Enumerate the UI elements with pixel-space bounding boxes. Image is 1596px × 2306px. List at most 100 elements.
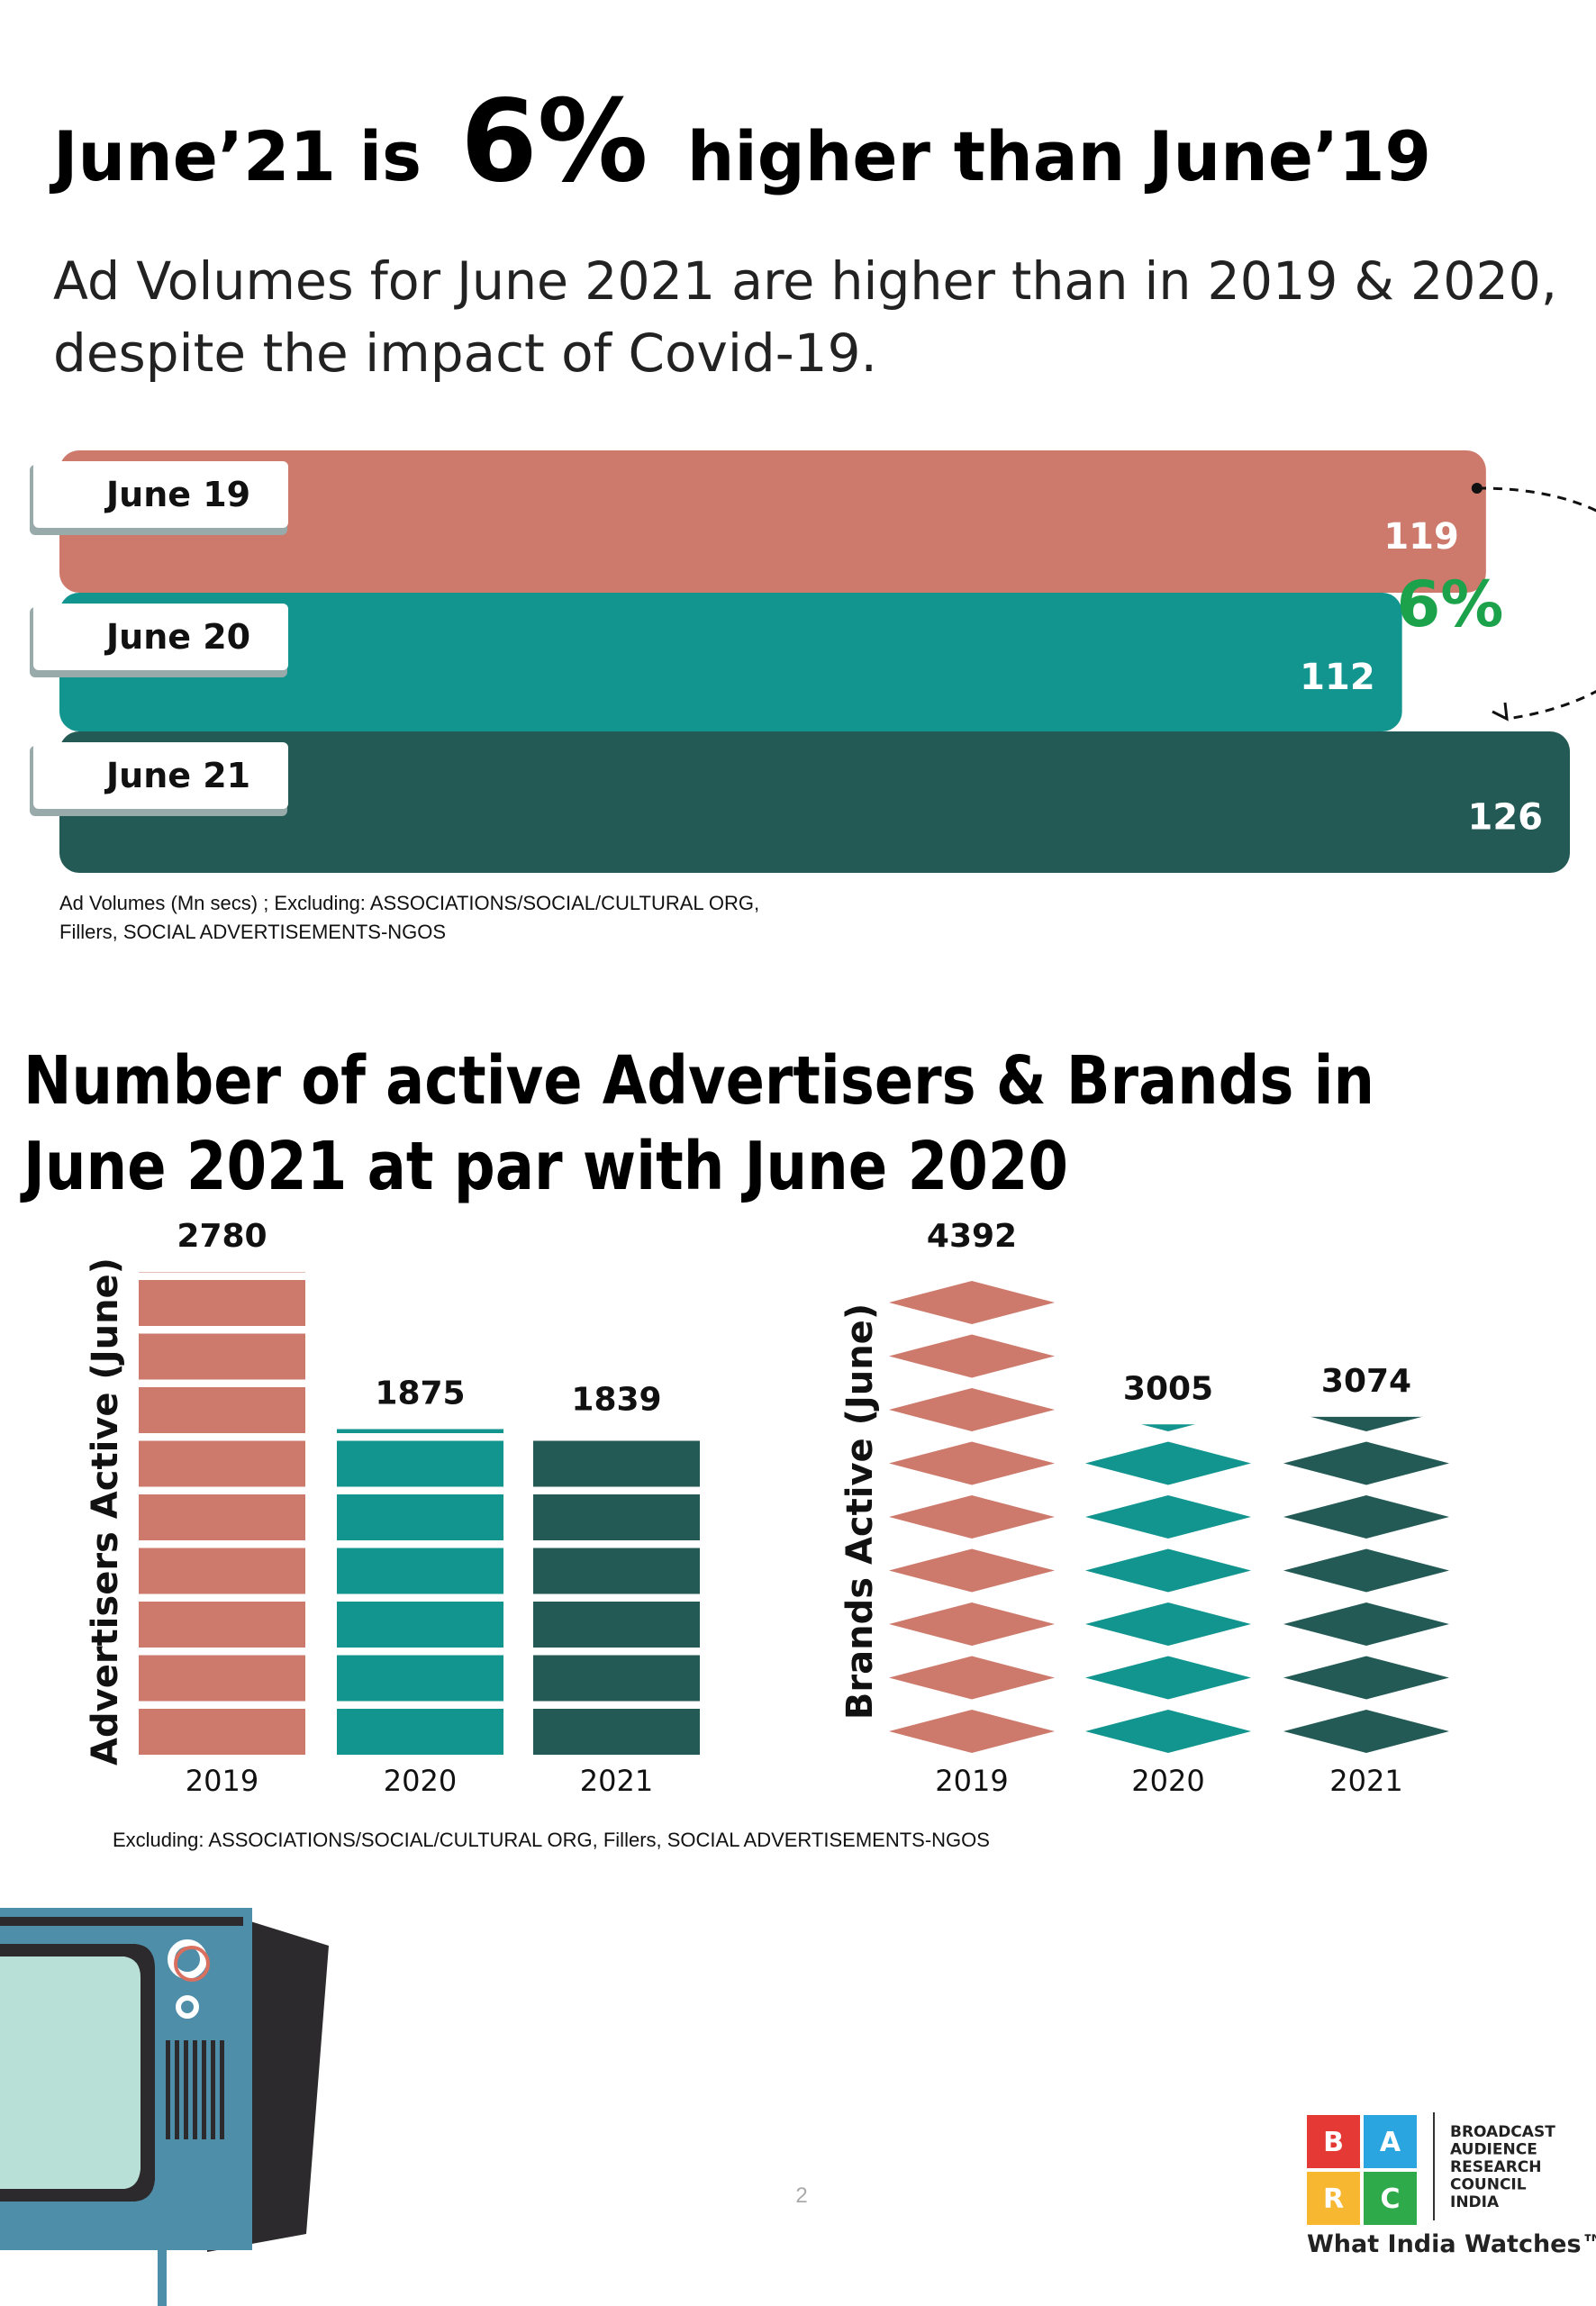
icon <box>889 1281 1055 1324</box>
bar <box>59 731 1570 873</box>
icon <box>1141 1424 1195 1431</box>
pictograph-bar <box>1085 1424 1251 1753</box>
section-title: Number of active Advertisers & Brands in <box>23 1042 1374 1120</box>
icon <box>1310 1416 1422 1431</box>
chart-note: Ad Volumes (Mn secs) ; Excluding: ASSOCI… <box>59 892 759 914</box>
title-part: higher than June’19 <box>687 116 1431 196</box>
x-tick-label: 2020 <box>1131 1764 1204 1798</box>
value-label: 3005 <box>1123 1370 1213 1407</box>
logo-letter: A <box>1380 2127 1401 2158</box>
annotation-arrow <box>1492 702 1509 722</box>
icon <box>337 1429 503 1433</box>
logo-tagline: What India Watches™ <box>1307 2230 1596 2258</box>
pictograph-bar <box>139 1272 305 1755</box>
icon <box>533 1709 700 1755</box>
bar <box>59 593 1402 731</box>
title-part: June’21 is <box>49 116 422 196</box>
logo-name: INDIA <box>1450 2193 1500 2211</box>
logo-letter: B <box>1323 2127 1344 2158</box>
icon <box>1283 1602 1449 1646</box>
value-label: 126 <box>1468 797 1544 839</box>
category-label: June 19 <box>104 475 250 514</box>
icon <box>1085 1602 1251 1646</box>
icon <box>139 1272 305 1273</box>
y-axis-label: Brands Active (June) <box>839 1303 881 1720</box>
icon <box>337 1709 503 1755</box>
section-title: June 2021 at par with June 2020 <box>20 1128 1068 1205</box>
icon <box>533 1548 700 1594</box>
icon <box>889 1495 1055 1539</box>
icon <box>1085 1548 1251 1593</box>
pictograph-bar <box>889 1281 1055 1753</box>
label-tab <box>33 604 288 670</box>
x-tick-label: 2020 <box>384 1764 457 1798</box>
icon <box>1085 1441 1251 1485</box>
logo-letter: R <box>1323 2183 1344 2215</box>
value-label: 2780 <box>177 1218 267 1255</box>
logo-square <box>1364 2172 1417 2225</box>
logo-letter: C <box>1380 2183 1400 2215</box>
logo-name: COUNCIL <box>1450 2176 1527 2194</box>
pictograph-bar <box>337 1429 503 1755</box>
icon <box>1085 1656 1251 1700</box>
icon <box>533 1602 700 1648</box>
x-tick-label: 2021 <box>580 1764 653 1798</box>
page-number: 2 <box>795 2183 807 2208</box>
icon <box>1085 1710 1251 1753</box>
pictograph-bar <box>1283 1416 1449 1753</box>
logo-square <box>1307 2115 1360 2168</box>
y-axis-label: Advertisers Active (June) <box>85 1257 126 1766</box>
pictograph-bar <box>533 1440 700 1755</box>
icon <box>889 1388 1055 1431</box>
icon <box>889 1548 1055 1593</box>
tv-illustration <box>0 1908 329 2306</box>
icon <box>139 1655 305 1702</box>
icon <box>889 1602 1055 1646</box>
category-label: June 20 <box>104 617 250 657</box>
logo-square <box>1307 2172 1360 2225</box>
value-label: 4392 <box>927 1218 1017 1255</box>
icon <box>1283 1656 1449 1700</box>
icon <box>889 1710 1055 1753</box>
logo-name: RESEARCH <box>1450 2158 1542 2176</box>
label-tab <box>33 461 288 528</box>
icon <box>533 1655 700 1702</box>
icon <box>337 1548 503 1594</box>
icon <box>139 1548 305 1594</box>
icon <box>337 1655 503 1702</box>
chart-note: Fillers, SOCIAL ADVERTISEMENTS-NGOS <box>59 921 446 943</box>
icon <box>889 1441 1055 1485</box>
subtitle: despite the impact of Covid-19. <box>53 322 877 384</box>
icon <box>337 1440 503 1487</box>
annotation: 6% <box>1397 567 1504 641</box>
x-tick-label: 2019 <box>935 1764 1008 1798</box>
icon <box>889 1334 1055 1378</box>
icon <box>337 1494 503 1540</box>
logo: B A R C BROADCASTAUDIENCERESEARCHCOUNCILINDI… <box>1307 2112 1596 2258</box>
icon <box>139 1280 305 1326</box>
bar <box>59 450 1486 593</box>
icon <box>139 1494 305 1540</box>
icon <box>139 1440 305 1487</box>
icon <box>1085 1495 1251 1539</box>
title-highlight: 6% <box>460 75 648 207</box>
title: June’21 is 6% higher than June’19 <box>49 75 1431 207</box>
value-label: 119 <box>1383 516 1459 558</box>
subtitle: Ad Volumes for June 2021 are higher than… <box>53 250 1557 312</box>
value-label: 112 <box>1300 657 1375 698</box>
icon <box>139 1709 305 1755</box>
icon <box>889 1656 1055 1700</box>
value-label: 3074 <box>1321 1363 1411 1400</box>
logo-name: BROADCAST <box>1450 2123 1555 2141</box>
x-tick-label: 2021 <box>1329 1764 1402 1798</box>
logo-square <box>1364 2115 1417 2168</box>
footnote: Excluding: ASSOCIATIONS/SOCIAL/CULTURAL … <box>113 1829 990 1851</box>
icon <box>1283 1495 1449 1539</box>
icon <box>1283 1710 1449 1753</box>
icon <box>139 1602 305 1648</box>
icon <box>337 1602 503 1648</box>
value-label: 1839 <box>571 1381 661 1418</box>
icon <box>533 1440 700 1487</box>
label-tab <box>33 742 288 809</box>
